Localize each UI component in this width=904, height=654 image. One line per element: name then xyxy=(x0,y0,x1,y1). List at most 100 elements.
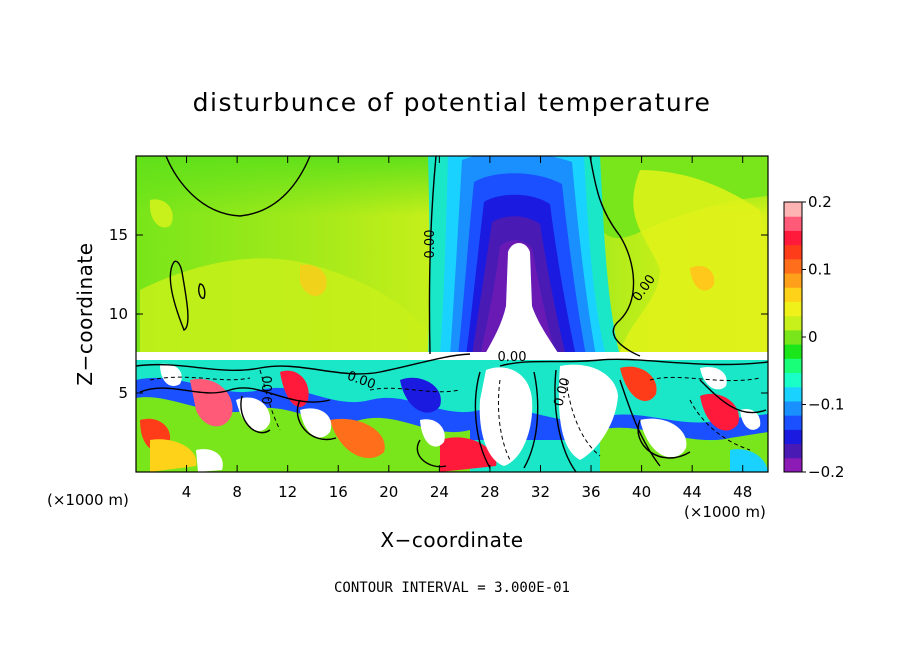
lower-white-patch xyxy=(640,418,687,458)
lower-white-patch xyxy=(236,397,271,432)
lower-white-patch xyxy=(160,363,182,386)
lower-band xyxy=(400,377,441,413)
contour-line-negative xyxy=(498,379,511,461)
x-tick-label: 20 xyxy=(379,483,398,501)
colorbar-swatch xyxy=(784,344,802,359)
contour-line xyxy=(240,395,271,434)
lower-band xyxy=(440,437,497,472)
x-unit-left: (×1000 m) xyxy=(47,491,129,509)
x-tick-label: 32 xyxy=(531,483,550,501)
contour-line xyxy=(474,371,491,469)
colorbar-tick-label: −0.2 xyxy=(808,463,844,481)
x-tick-label: 36 xyxy=(581,483,600,501)
colorbar-swatch xyxy=(784,273,802,288)
colorbar-swatch xyxy=(784,216,802,231)
x-tick-label: 40 xyxy=(632,483,651,501)
x-tick-label: 4 xyxy=(182,483,192,501)
x-unit-right: (×1000 m) xyxy=(684,503,766,521)
contour-line xyxy=(554,369,577,472)
contour-line xyxy=(699,379,767,414)
contour-line xyxy=(428,156,437,355)
colorbar-swatch xyxy=(784,329,802,345)
field-region-orange-patch xyxy=(149,199,173,228)
field-region-yellow-right xyxy=(620,170,768,352)
contour-line xyxy=(139,387,331,403)
field-region-yellow-left xyxy=(140,258,428,352)
lower-white-patch xyxy=(300,408,332,438)
plot-area: 0.00 0.00 0.00 0.00 0.00 0.00 xyxy=(136,156,768,472)
x-axis: 4 8 12 16 20 24 28 32 36 40 44 48 xyxy=(182,156,752,501)
contour-label: 0.00 xyxy=(261,376,276,405)
contour-line xyxy=(637,419,691,459)
colorbar-swatch xyxy=(784,457,802,473)
contour-line xyxy=(169,260,189,331)
lower-band xyxy=(620,366,657,402)
x-tick-label: 8 xyxy=(232,483,242,501)
y-tick-label: 10 xyxy=(109,305,128,323)
contour-line-negative xyxy=(689,399,751,451)
colorbar-swatch xyxy=(784,386,802,402)
contour-line xyxy=(416,439,447,468)
contour-line-negative xyxy=(369,387,461,393)
contour-line xyxy=(296,399,337,441)
contour-line xyxy=(619,379,661,467)
contour-interval-note: CONTOUR INTERVAL = 3.000E-01 xyxy=(334,580,570,596)
lower-band xyxy=(730,449,768,472)
colorbar-swatch xyxy=(784,202,802,217)
lower-white-patch xyxy=(740,408,761,430)
colorbar-swatch xyxy=(784,372,802,388)
y-axis: 5 10 15 xyxy=(109,226,768,402)
contour-line-negative xyxy=(649,376,761,382)
colorbar-tick-label: 0.1 xyxy=(808,261,832,279)
colorbar-swatch xyxy=(784,315,802,331)
colorbar-tick-label: −0.1 xyxy=(808,396,844,414)
x-tick-label: 44 xyxy=(683,483,702,501)
lower-white-patch xyxy=(420,419,445,447)
y-tick-label: 5 xyxy=(118,384,128,402)
contour-lines xyxy=(136,156,768,472)
x-tick-label: 24 xyxy=(430,483,449,501)
contour-label: 0.00 xyxy=(423,230,438,259)
colorbar-swatch xyxy=(784,429,802,445)
colorbar-swatch xyxy=(784,415,802,430)
field-region-orange-patch xyxy=(300,264,327,296)
colorbar-swatch xyxy=(784,301,802,317)
lower-band xyxy=(700,393,739,431)
x-axis-label: X−coordinate xyxy=(380,528,523,552)
colorbar-tick-label: 0.2 xyxy=(808,193,832,211)
colorbar-swatch xyxy=(784,358,802,374)
lower-band xyxy=(150,439,197,472)
contour-line xyxy=(165,156,311,217)
lower-band xyxy=(280,370,309,407)
contour-label: 0.00 xyxy=(551,376,573,408)
x-tick-label: 28 xyxy=(480,483,499,501)
colorbar-swatch xyxy=(784,443,802,459)
contour-line xyxy=(198,283,206,299)
boundary-strip xyxy=(136,352,768,362)
y-tick-label: 15 xyxy=(109,226,128,244)
colorbar-swatch xyxy=(784,244,802,260)
contour-line-negative xyxy=(565,379,601,457)
plume-core xyxy=(484,243,560,356)
colorbar-swatch xyxy=(784,230,802,246)
contour-lines-dashed xyxy=(149,369,761,461)
contour-line xyxy=(523,371,539,469)
contour-line xyxy=(499,358,768,367)
contour-line xyxy=(589,156,641,357)
chart-title: disturbunce of potential temperature xyxy=(193,88,712,117)
colorbar-swatch xyxy=(784,287,802,302)
lower-band xyxy=(330,418,385,459)
contour-label: 0.00 xyxy=(498,350,527,365)
x-tick-label: 16 xyxy=(329,483,348,501)
colorbar-swatch xyxy=(784,400,802,416)
lower-white-patch xyxy=(700,366,727,390)
colorbar: 0.2 0.1 0 −0.1 −0.2 xyxy=(783,193,844,481)
lower-band xyxy=(190,378,233,427)
field-region-orange-patch xyxy=(690,265,715,291)
contour-line xyxy=(136,353,471,375)
colorbar-tick-label: 0 xyxy=(808,328,818,346)
x-tick-label: 12 xyxy=(278,483,297,501)
y-axis-label: Z−coordinate xyxy=(73,242,97,385)
lower-white-patch xyxy=(558,364,618,460)
